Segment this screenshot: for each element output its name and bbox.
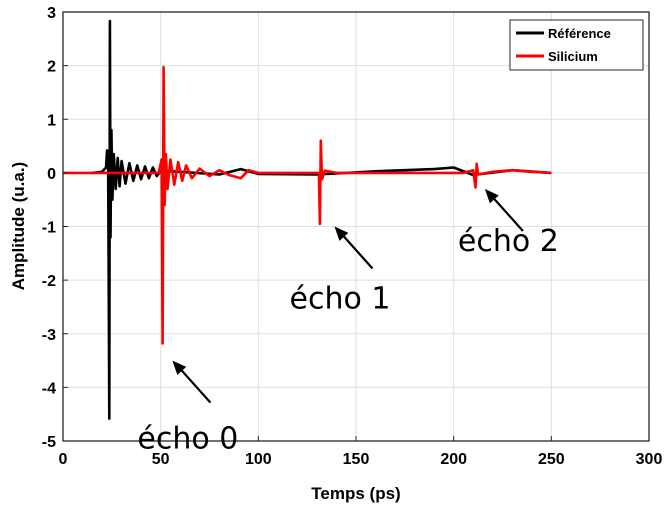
- series-line-reference: [92, 19, 552, 420]
- x-tick-label: 50: [152, 451, 170, 468]
- x-tick-label: 0: [59, 451, 68, 468]
- x-tick-label: 150: [343, 451, 370, 468]
- annotation-label: écho 0: [137, 422, 238, 457]
- y-tick-label: 1: [47, 112, 56, 129]
- ticks: 0 50 100 150 200 250 300 -5 -4 -3 -2 -1 0 1 2 3: [42, 5, 663, 468]
- x-tick-label: 250: [538, 451, 565, 468]
- legend-label-silicium: Silicium: [548, 49, 598, 64]
- annotation-label: écho 2: [458, 224, 559, 259]
- annotation-arrow-head: [484, 188, 499, 204]
- series-line-silicium: [63, 65, 552, 345]
- y-tick-label: -1: [42, 220, 56, 237]
- x-tick-label: 300: [636, 451, 663, 468]
- legend-label-reference: Référence: [548, 26, 611, 41]
- annotation-arrow-head: [172, 360, 187, 375]
- y-tick-label: -5: [42, 434, 56, 451]
- y-tick-label: 2: [47, 59, 56, 76]
- y-tick-label: 0: [47, 166, 56, 183]
- annotation-arrow-shaft: [175, 363, 212, 404]
- y-axis-label: Amplitude (u.a.): [9, 162, 28, 290]
- y-tick-label: 3: [47, 5, 56, 22]
- legend: Référence Silicium: [509, 19, 644, 71]
- y-tick-label: -2: [42, 273, 56, 290]
- y-tick-label: -3: [42, 327, 56, 344]
- x-axis-label: Temps (ps): [311, 484, 400, 503]
- annotation-arrow-shaft: [337, 229, 374, 270]
- legend-box: [509, 19, 644, 71]
- annotation-arrow-shaft: [488, 192, 524, 232]
- annotation-arrow-head: [334, 226, 349, 241]
- x-tick-label: 200: [440, 451, 467, 468]
- series-layer: [63, 19, 552, 420]
- y-tick-label: -4: [42, 380, 56, 397]
- annotations: écho 0 écho 1 écho 2: [137, 188, 559, 457]
- annotation-label: écho 1: [290, 282, 391, 317]
- x-tick-label: 100: [245, 451, 272, 468]
